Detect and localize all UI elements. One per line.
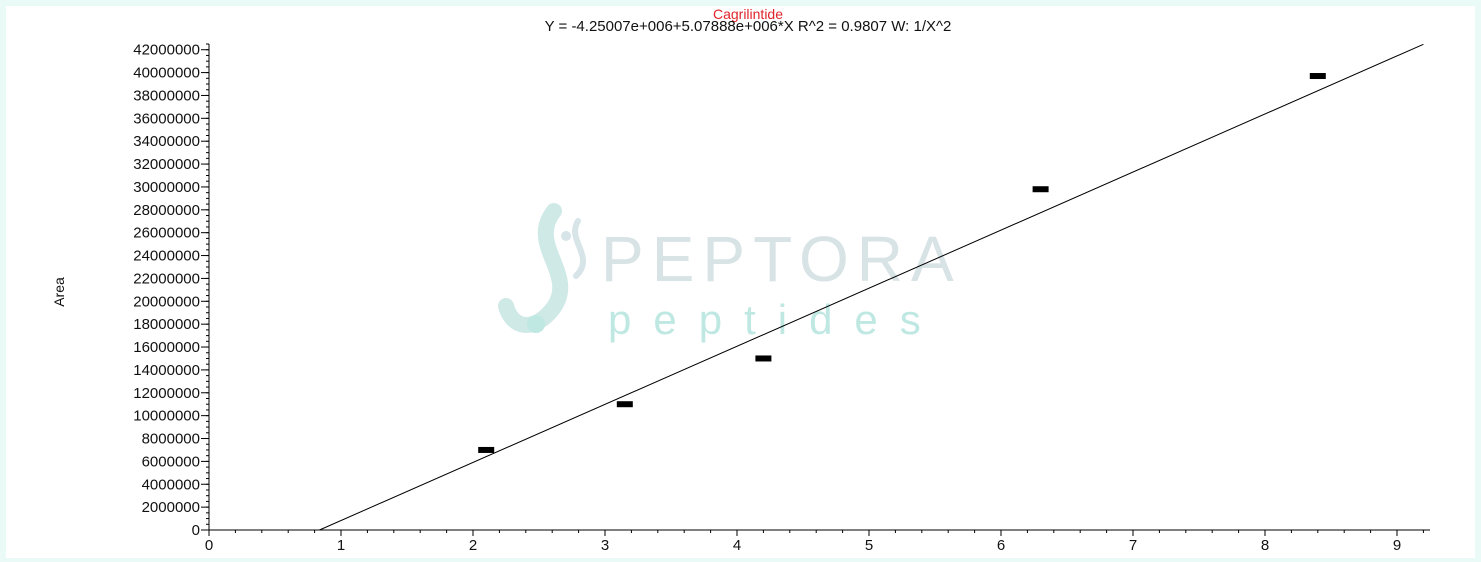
y-tick-label: 28000000	[133, 202, 200, 219]
y-tick-label: 32000000	[133, 156, 200, 173]
y-tick-label: 10000000	[133, 408, 200, 425]
y-tick-label: 24000000	[133, 248, 200, 265]
y-tick-label: 6000000	[142, 453, 200, 470]
y-tick-label: 38000000	[133, 87, 200, 104]
y-tick-label: 0	[192, 522, 200, 539]
y-tick-label: 12000000	[133, 385, 200, 402]
x-tick-label: 8	[1261, 537, 1269, 554]
data-point	[1032, 186, 1049, 193]
y-tick-label: 18000000	[133, 316, 200, 333]
data-point	[616, 401, 633, 408]
x-ticks: 0 1 2 3 4 5 6 7 8 9	[205, 530, 1401, 554]
y-tick-label: 14000000	[133, 362, 200, 379]
x-tick-label: 7	[1129, 537, 1137, 554]
y-tick-label: 26000000	[133, 225, 200, 242]
y-tick-label: 40000000	[133, 65, 200, 82]
y-tick-label: 8000000	[142, 431, 200, 448]
watermark-logo-icon	[498, 203, 586, 333]
y-tick-label: 30000000	[133, 179, 200, 196]
x-tick-label: 0	[205, 537, 213, 554]
y-tick-label: 16000000	[133, 339, 200, 356]
chart-title: Cagrilintide	[713, 6, 783, 22]
x-tick-label: 6	[997, 537, 1005, 554]
data-points	[478, 73, 1326, 453]
y-tick-label: 2000000	[142, 499, 200, 516]
y-tick-label: 34000000	[133, 133, 200, 150]
data-point	[1309, 73, 1326, 80]
y-axis-label: Area	[51, 277, 67, 307]
x-tick-label: 2	[469, 537, 477, 554]
watermark: PEPTORA peptides	[498, 203, 962, 343]
x-tick-label: 9	[1393, 537, 1401, 554]
data-point	[755, 355, 772, 362]
y-tick-label: 22000000	[133, 270, 200, 287]
data-point	[478, 446, 495, 453]
watermark-tagline: peptides	[608, 296, 943, 343]
calibration-chart: PEPTORA peptides Cagrilintide Y = -4.250…	[51, 6, 1430, 554]
chart-frame: PEPTORA peptides Cagrilintide Y = -4.250…	[6, 6, 1475, 558]
y-tick-label: 20000000	[133, 293, 200, 310]
fit-line	[319, 43, 1424, 531]
y-tick-label: 4000000	[142, 476, 200, 493]
fit-line-group	[319, 43, 1424, 531]
x-tick-label: 4	[733, 537, 741, 554]
x-tick-label: 1	[337, 537, 345, 554]
chart-subtitle: Y = -4.25007e+006+5.07888e+006*X R^2 = 0…	[545, 18, 952, 35]
y-ticks: 0 2000000 4000000 6000000 8000000 10000000 120…	[133, 42, 209, 539]
x-tick-label: 5	[865, 537, 873, 554]
y-tick-label: 42000000	[133, 42, 200, 59]
watermark-brand: PEPTORA	[601, 223, 962, 295]
x-tick-label: 3	[601, 537, 609, 554]
y-tick-label: 36000000	[133, 110, 200, 127]
